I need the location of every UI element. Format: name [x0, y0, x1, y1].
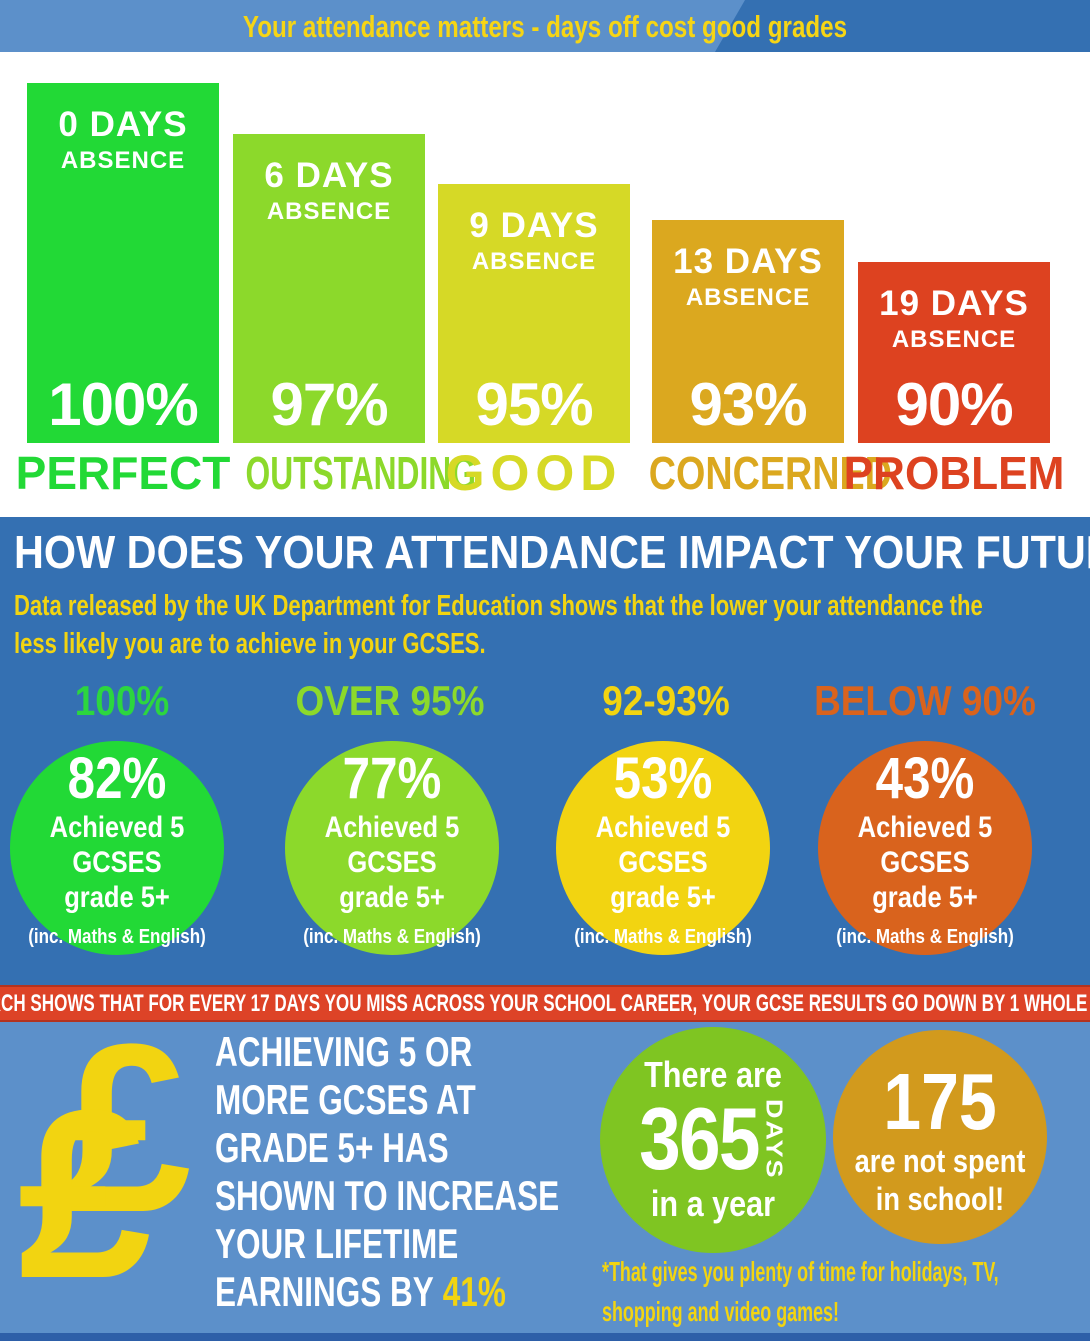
range-heading-100: 100% — [74, 677, 170, 724]
bar-absence-label: ABSENCE — [471, 248, 597, 275]
pound-sterling-icon: £ £ — [18, 1008, 218, 1330]
circle-content: 77% Achieved 5 GCSES grade 5+ (inc. Math… — [301, 745, 483, 949]
school-circle-number: 175 — [883, 1057, 997, 1146]
bar-absence-label: ABSENCE — [60, 147, 186, 174]
attendance-bar-97: 6 DAYS ABSENCE 97% — [233, 134, 425, 443]
footnote-line1: *That gives you plenty of time for holid… — [602, 1256, 999, 1287]
circle-content: 53% Achieved 5 GCSES grade 5+ (inc. Math… — [572, 745, 754, 949]
circle-line1: Achieved 5 GCSES — [857, 810, 993, 879]
earnings-line-last: EARNINGS BY 41% — [215, 1268, 559, 1316]
bar-days-label: 9 DAYS — [469, 206, 599, 245]
circle-line2: grade 5+ — [64, 880, 170, 914]
circle-content: There are 365 DAYS in a year — [617, 1055, 809, 1225]
bottom-section: £ £ ACHIEVING 5 OR MORE GCSES AT GRADE 5… — [0, 1008, 1090, 1333]
circle-percentage: 53% — [613, 745, 713, 811]
year-circle-number-row: 365 DAYS — [617, 1095, 809, 1183]
bar-category-label: PROBLEM — [843, 447, 1065, 499]
earnings-line: ACHIEVING 5 OR — [215, 1028, 473, 1075]
research-banner-text: RESEARCH SHOWS THAT FOR EVERY 17 DAYS YO… — [0, 989, 1090, 1017]
circle-content: 175 are not spent in school! — [849, 1056, 1031, 1218]
impact-subtext-line1: Data released by the UK Department for E… — [14, 590, 983, 622]
bar-category-label: OUTSTANDING — [245, 447, 476, 499]
circle-percentage: 77% — [342, 745, 442, 811]
attendance-bar-90: 19 DAYS ABSENCE 90% — [858, 262, 1050, 443]
bar-days-label: 0 DAYS — [58, 105, 188, 144]
circle-line2: grade 5+ — [872, 880, 978, 914]
impact-heading: HOW DOES YOUR ATTENDANCE IMPACT YOUR FUT… — [14, 526, 1090, 578]
bar-percentage: 97% — [270, 371, 388, 438]
earnings-line-text: EARNINGS BY — [215, 1268, 434, 1315]
top-banner: Your attendance matters - days off cost … — [0, 0, 1090, 52]
year-circle-days-vertical: DAYS — [761, 1098, 787, 1180]
circle-percentage: 82% — [67, 745, 167, 811]
range-heading-92-93: 92-93% — [602, 677, 730, 724]
bar-absence-label: ABSENCE — [266, 198, 392, 225]
pound-glyph-front: £ — [18, 1060, 152, 1328]
circle-percentage: 43% — [875, 745, 975, 811]
bar-percentage: 95% — [475, 371, 593, 438]
footnote-line2: shopping and video games! — [602, 1296, 839, 1327]
earnings-text-block: ACHIEVING 5 OR MORE GCSES AT GRADE 5+ HA… — [215, 1028, 674, 1316]
banner-title: Your attendance matters - days off cost … — [242, 9, 848, 44]
circle-line3: (inc. Maths & English) — [28, 925, 206, 948]
bar-category-label: GOOD — [445, 445, 623, 501]
circle-line1: Achieved 5 GCSES — [49, 810, 185, 879]
bar-absence-label: ABSENCE — [685, 284, 811, 311]
gcse-circle-82: 82% Achieved 5 GCSES grade 5+ (inc. Math… — [10, 741, 224, 955]
bar-days-label: 6 DAYS — [264, 156, 394, 195]
bar-percentage: 93% — [689, 371, 807, 438]
footnote: *That gives you plenty of time for holid… — [602, 1252, 1090, 1332]
attendance-bar-93: 13 DAYS ABSENCE 93% — [652, 220, 844, 443]
circle-line3: (inc. Maths & English) — [574, 925, 752, 948]
circle-line2: grade 5+ — [610, 880, 716, 914]
attendance-bar-100: 0 DAYS ABSENCE 100% — [27, 83, 219, 443]
footer-strip — [0, 1333, 1090, 1341]
research-banner: RESEARCH SHOWS THAT FOR EVERY 17 DAYS YO… — [0, 985, 1090, 1022]
earnings-highlight: 41% — [442, 1268, 506, 1315]
earnings-line: SHOWN TO INCREASE — [215, 1172, 560, 1219]
bar-percentage: 100% — [48, 371, 198, 438]
range-heading-over95: OVER 95% — [295, 677, 485, 724]
gcse-circle-53: 53% Achieved 5 GCSES grade 5+ (inc. Math… — [556, 741, 770, 955]
circle-content: 82% Achieved 5 GCSES grade 5+ (inc. Math… — [26, 745, 208, 949]
impact-subtext-line2: less likely you are to achieve in your G… — [14, 628, 486, 660]
earnings-line: MORE GCSES AT — [215, 1076, 476, 1123]
circle-line3: (inc. Maths & English) — [303, 925, 481, 948]
impact-section: HOW DOES YOUR ATTENDANCE IMPACT YOUR FUT… — [0, 517, 1090, 985]
bar-category-label: CONCERNED — [648, 447, 892, 499]
attendance-bar-95: 9 DAYS ABSENCE 95% — [438, 184, 630, 443]
circle-line2: grade 5+ — [339, 880, 445, 914]
circle-line3: (inc. Maths & English) — [836, 925, 1014, 948]
impact-subtext: Data released by the UK Department for E… — [14, 587, 1090, 663]
gcse-circle-43: 43% Achieved 5 GCSES grade 5+ (inc. Math… — [818, 741, 1032, 955]
school-circle-line1: are not spent — [854, 1143, 1026, 1179]
gcse-circle-77: 77% Achieved 5 GCSES grade 5+ (inc. Math… — [285, 741, 499, 955]
circle-content: 43% Achieved 5 GCSES grade 5+ (inc. Math… — [834, 745, 1016, 949]
bar-category-label: PERFECT — [15, 447, 231, 499]
days-in-year-circle: There are 365 DAYS in a year — [600, 1027, 826, 1253]
pound-glyph-back: £ — [58, 994, 192, 1262]
year-circle-outro: in a year — [650, 1183, 776, 1224]
range-heading-below90: BELOW 90% — [814, 677, 1036, 724]
year-circle-intro: There are — [644, 1054, 782, 1095]
school-circle-line2: in school! — [875, 1181, 1005, 1217]
bar-absence-label: ABSENCE — [891, 326, 1017, 353]
days-not-in-school-circle: 175 are not spent in school! — [833, 1030, 1047, 1244]
earnings-line: YOUR LIFETIME — [215, 1220, 459, 1267]
attendance-bar-chart: 0 DAYS ABSENCE 100% 6 DAYS ABSENCE 97% 9… — [0, 52, 1090, 517]
year-circle-number: 365 — [639, 1089, 760, 1188]
earnings-line: GRADE 5+ HAS — [215, 1124, 449, 1171]
bar-days-label: 19 DAYS — [879, 284, 1029, 323]
circle-line1: Achieved 5 GCSES — [324, 810, 460, 879]
bar-percentage: 90% — [895, 371, 1013, 438]
bar-days-label: 13 DAYS — [673, 242, 823, 281]
circle-line1: Achieved 5 GCSES — [595, 810, 731, 879]
